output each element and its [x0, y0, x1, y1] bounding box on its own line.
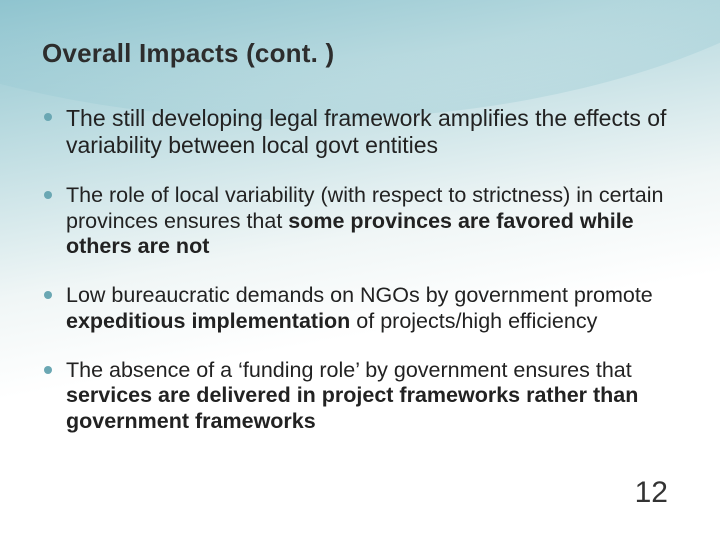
slide: Overall Impacts (cont. ) The still devel…	[0, 0, 720, 540]
bullet-list: The still developing legal framework amp…	[36, 105, 674, 434]
bullet-item: The still developing legal framework amp…	[36, 105, 674, 159]
bullet-text-post: of projects/high efficiency	[350, 309, 597, 333]
bullet-text-bold: expeditious implementation	[66, 309, 350, 333]
slide-content: The still developing legal framework amp…	[36, 105, 674, 458]
bullet-text-pre: Low bureaucratic demands on NGOs by gove…	[66, 283, 653, 307]
bullet-text-pre: The still developing legal framework amp…	[66, 105, 666, 158]
bullet-item: The absence of a ‘funding role’ by gover…	[36, 358, 674, 434]
bullet-item: The role of local variability (with resp…	[36, 183, 674, 259]
page-number: 12	[635, 476, 668, 510]
slide-title: Overall Impacts (cont. )	[42, 38, 660, 69]
bullet-text-bold: services are delivered in project framew…	[66, 383, 638, 432]
bullet-text-pre: The absence of a ‘funding role’ by gover…	[66, 358, 632, 382]
bullet-item: Low bureaucratic demands on NGOs by gove…	[36, 283, 674, 334]
